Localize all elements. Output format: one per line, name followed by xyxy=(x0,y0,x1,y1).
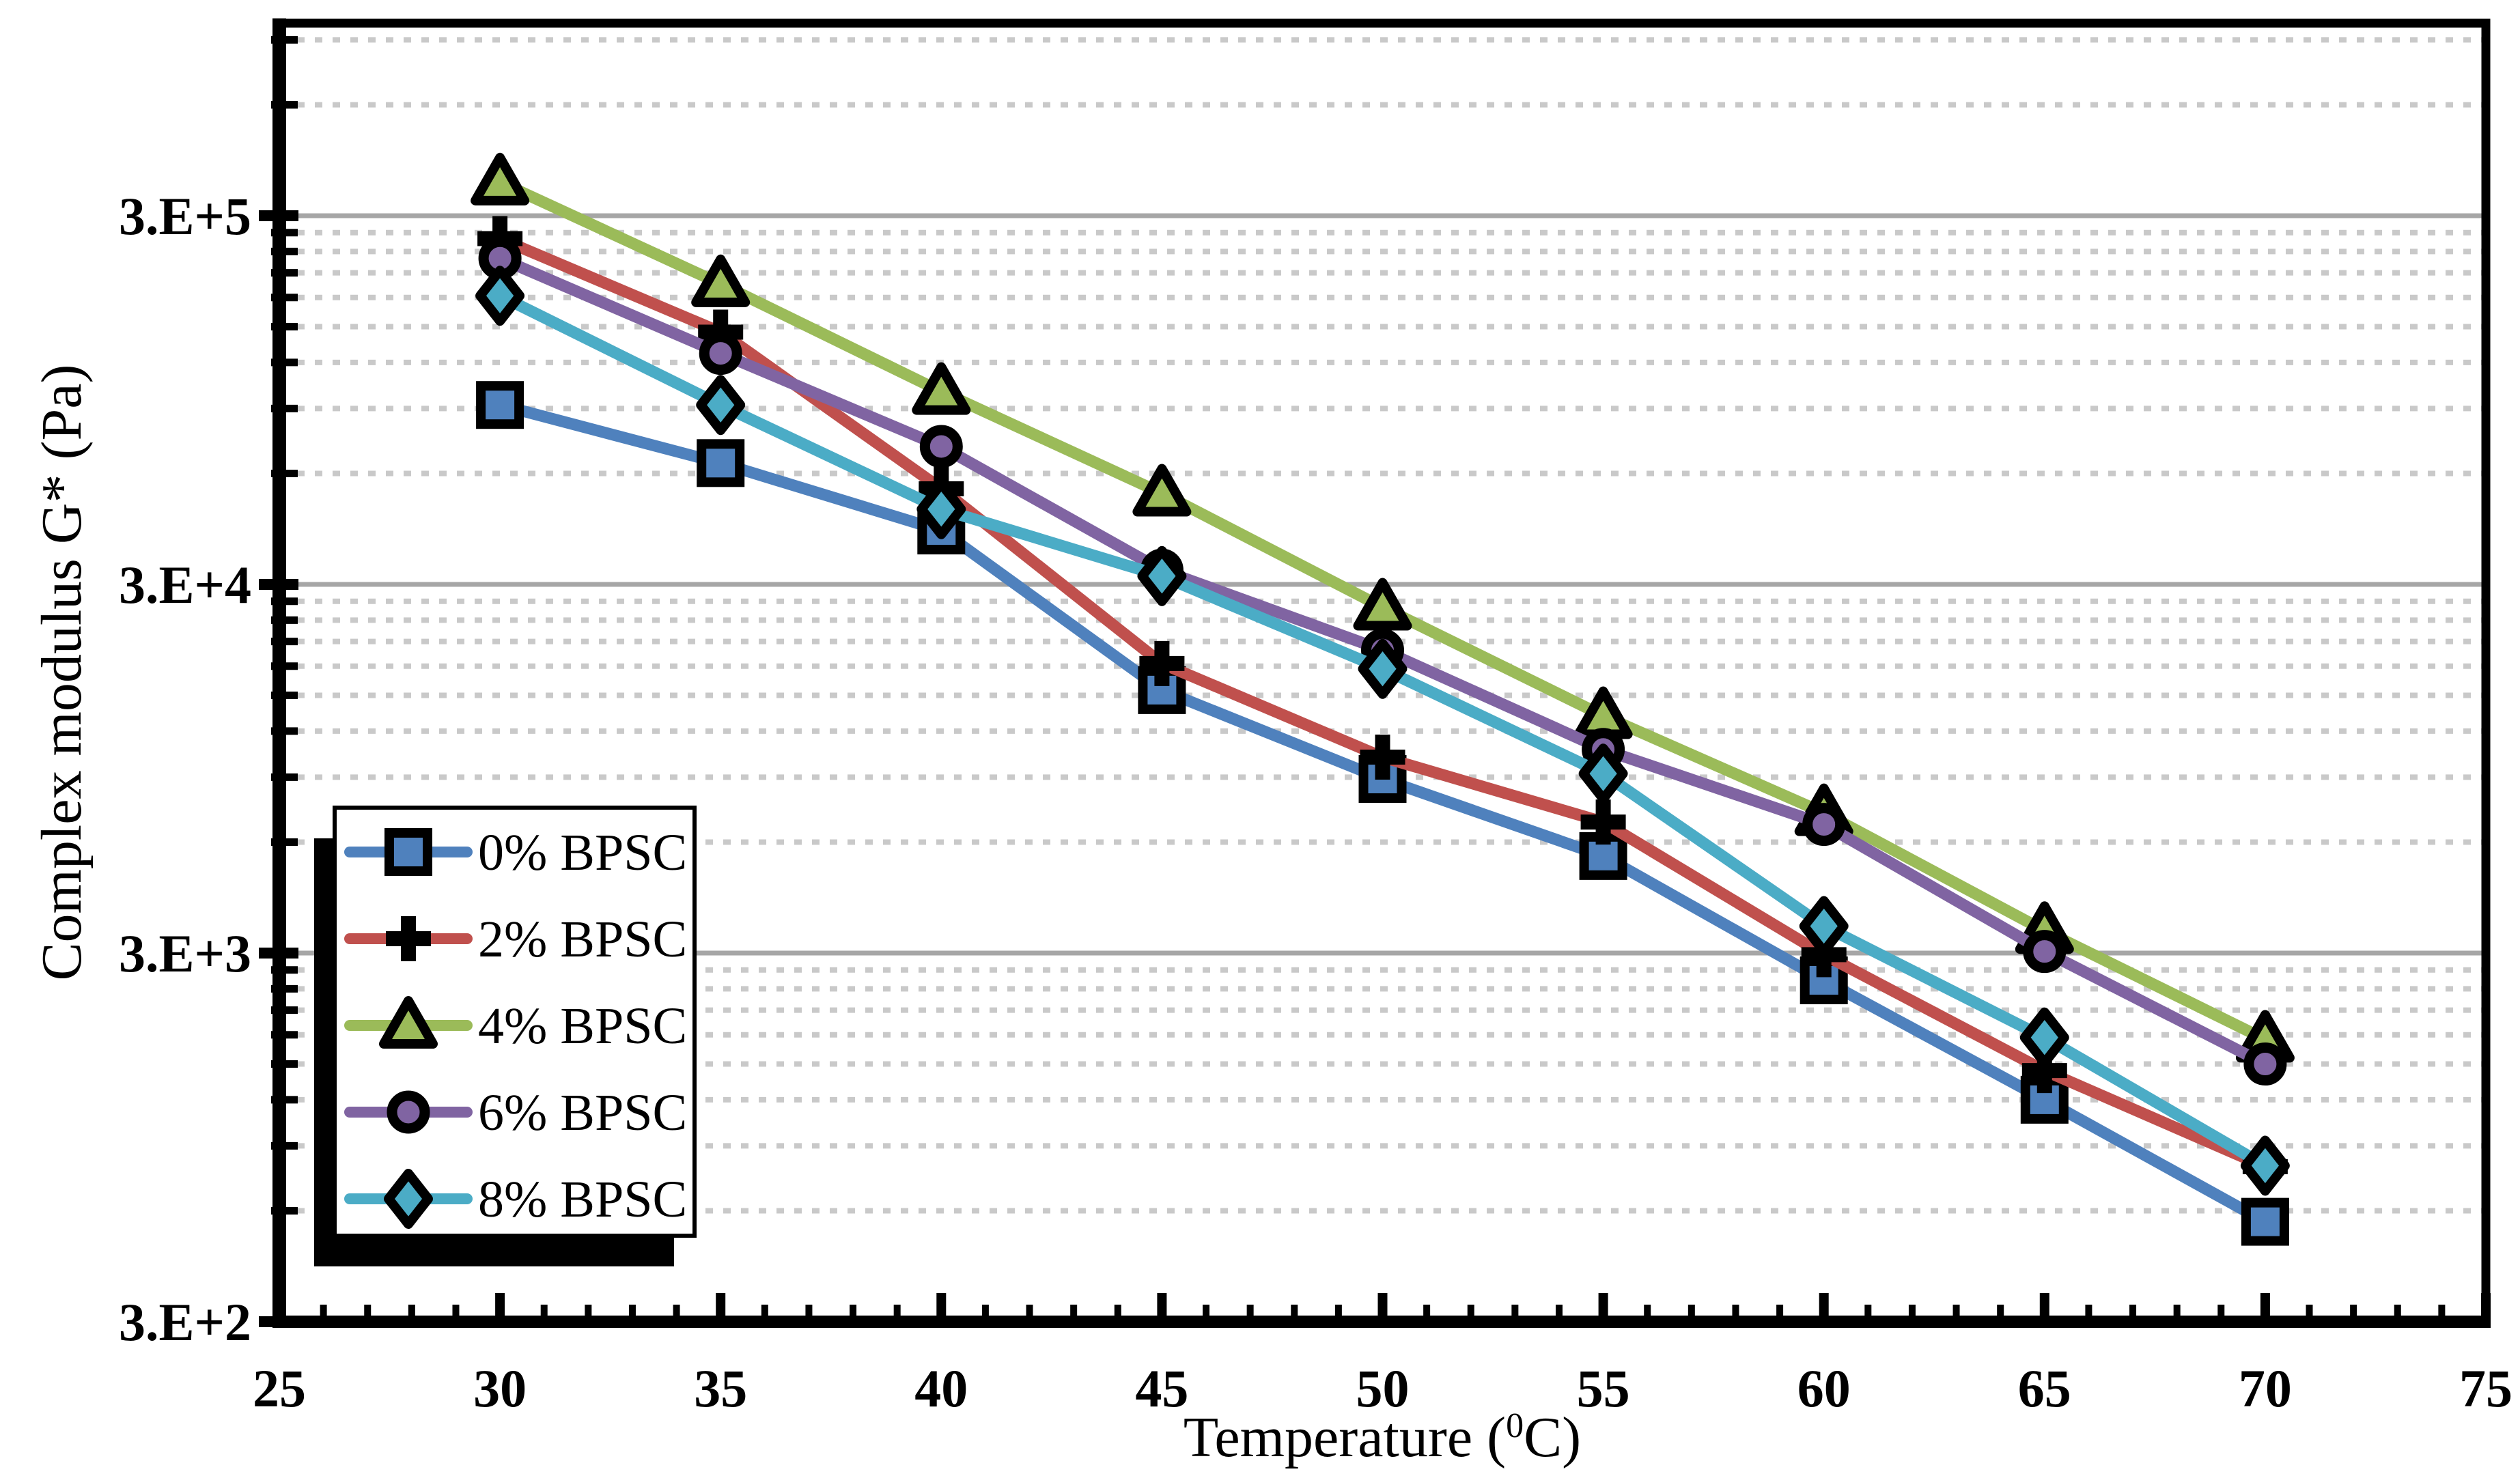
series-8-bpsc xyxy=(475,266,2290,1196)
marker-circle xyxy=(387,1090,430,1134)
x-tick-label: 25 xyxy=(253,1359,306,1418)
marker-plus xyxy=(1139,640,1185,686)
marker-plus xyxy=(2021,1048,2067,1094)
marker-square xyxy=(2241,1197,2289,1246)
y-tick-label: 3.E+2 xyxy=(119,1292,251,1352)
x-tick-label: 35 xyxy=(694,1359,747,1418)
marker-triangle xyxy=(691,254,751,307)
marker-plus xyxy=(1360,735,1405,780)
marker-square xyxy=(476,381,524,429)
x-tick-label: 50 xyxy=(1356,1359,1410,1418)
x-tick-label: 30 xyxy=(473,1359,527,1418)
marker-circle xyxy=(2023,930,2067,974)
legend-item-label: 4% BPSC xyxy=(478,997,687,1055)
marker-triangle xyxy=(471,152,530,205)
x-tick-label: 45 xyxy=(1135,1359,1188,1418)
marker-diamond xyxy=(1578,743,1628,804)
x-tick-label: 65 xyxy=(2018,1359,2071,1418)
marker-diamond xyxy=(2019,1007,2069,1068)
axis-labels-layer: Complex modulus G* (Pa) Temperature (0C)… xyxy=(30,186,2512,1469)
marker-diamond xyxy=(2240,1135,2290,1196)
x-tick-label: 70 xyxy=(2239,1359,2292,1418)
marker-circle xyxy=(699,332,742,375)
marker-diamond xyxy=(1799,896,1849,956)
series-4-bpsc xyxy=(471,152,2295,1063)
x-tick-label: 55 xyxy=(1577,1359,1630,1418)
marker-plus xyxy=(386,916,431,961)
series-0-bpsc xyxy=(476,381,2289,1246)
marker-diamond xyxy=(1137,545,1187,606)
legend-item: 4% BPSC xyxy=(344,996,687,1055)
marker-square xyxy=(697,439,745,487)
legend-item: 0% BPSC xyxy=(344,824,687,881)
y-tick-label: 3.E+4 xyxy=(119,555,251,614)
marker-triangle xyxy=(1353,578,1412,631)
marker-triangle xyxy=(379,996,438,1049)
y-axis-title: Complex modulus G* (Pa) xyxy=(30,365,94,981)
y-tick-label: 3.E+5 xyxy=(119,186,251,246)
x-tick-label: 40 xyxy=(914,1359,968,1418)
marker-triangle xyxy=(1573,686,1633,739)
marker-square xyxy=(384,828,432,876)
legend-item-label: 8% BPSC xyxy=(478,1171,687,1228)
x-tick-label: 60 xyxy=(1797,1359,1851,1418)
legend-item: 6% BPSC xyxy=(344,1084,687,1141)
data-series-layer xyxy=(471,152,2295,1246)
marker-circle xyxy=(2243,1042,2287,1086)
marker-diamond xyxy=(475,266,525,326)
marker-diamond xyxy=(384,1169,433,1229)
marker-triangle xyxy=(912,362,971,415)
x-tick-label: 75 xyxy=(2459,1359,2512,1418)
legend-item: 8% BPSC xyxy=(344,1169,687,1229)
marker-diamond xyxy=(1358,638,1408,699)
marker-plus xyxy=(1580,799,1626,845)
marker-square xyxy=(1138,666,1186,714)
marker-diamond xyxy=(916,479,966,539)
legend-item-label: 2% BPSC xyxy=(478,911,687,968)
legend-item-label: 0% BPSC xyxy=(478,824,687,881)
y-tick-label: 3.E+3 xyxy=(119,924,251,983)
x-axis-title: Temperature (0C) xyxy=(1184,1406,1581,1469)
legend-item-label: 6% BPSC xyxy=(478,1084,687,1141)
axes-frame-layer xyxy=(259,18,2491,1328)
legend: 0% BPSC 2% BPSC 4% BPSC 6% BPSC 8% BPSC xyxy=(314,806,697,1266)
legend-item: 2% BPSC xyxy=(344,911,687,968)
marker-triangle xyxy=(1132,464,1192,517)
marker-circle xyxy=(1802,803,1846,847)
marker-circle xyxy=(919,425,963,468)
marker-diamond xyxy=(696,375,746,436)
